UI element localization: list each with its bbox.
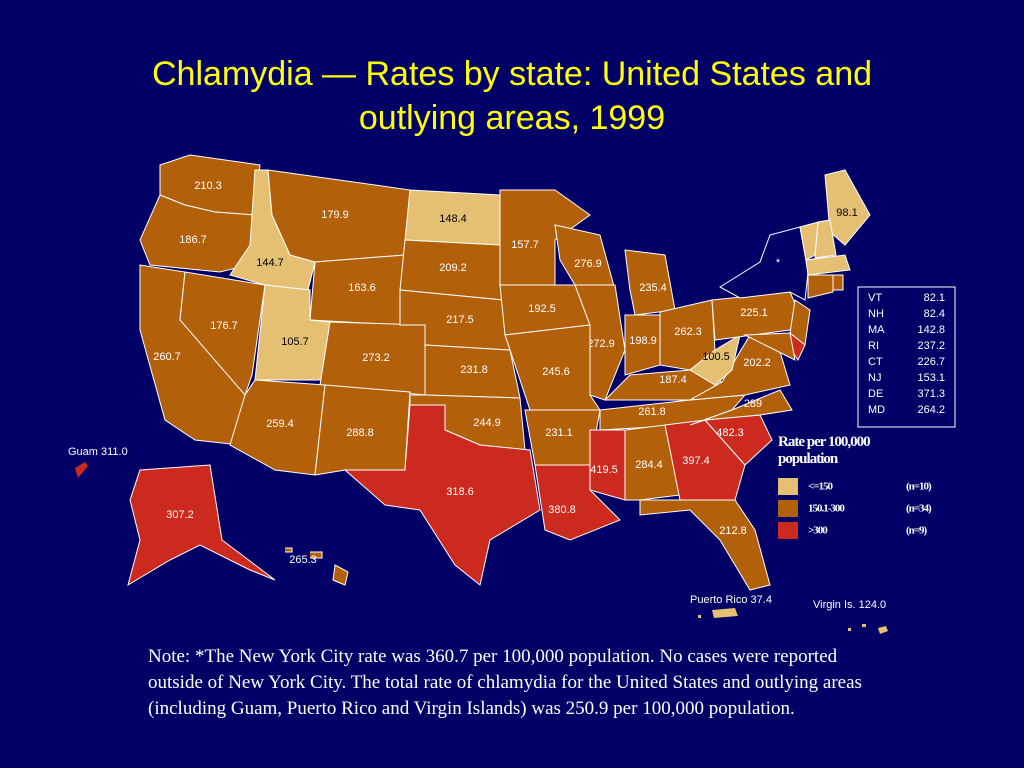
state-value: 419.5 [590, 464, 618, 476]
inset-value: 82.1 [924, 292, 945, 304]
outlying-area [75, 462, 88, 478]
inset-value: 82.4 [924, 308, 945, 320]
state-value: 148.4 [439, 213, 467, 225]
legend-count: (n=10) [906, 481, 932, 493]
state-value: 98.1 [836, 207, 857, 219]
state [127, 464, 276, 587]
state-value: 176.7 [210, 320, 238, 332]
state [743, 332, 796, 361]
state-value: 244.9 [473, 417, 501, 429]
state-value: 157.7 [511, 239, 539, 251]
state-value: 231.8 [460, 364, 488, 376]
state [832, 274, 844, 291]
state-value: 100.5 [702, 351, 730, 363]
inset-value: 264.2 [917, 404, 945, 416]
state [624, 249, 676, 316]
legend-swatch [778, 500, 798, 517]
state [343, 404, 541, 586]
state-value: 259.4 [266, 418, 294, 430]
state [719, 226, 809, 301]
state-value: 105.7 [281, 336, 309, 348]
state-value: * [776, 257, 781, 269]
inset-value: 226.7 [917, 356, 945, 368]
inset-state: CT [868, 356, 883, 368]
inset-box [857, 286, 956, 428]
state-value: 231.1 [545, 427, 573, 439]
state-value: 273.2 [362, 352, 390, 364]
state [285, 547, 349, 586]
state-value: 217.5 [446, 314, 474, 326]
state-value: 245.6 [542, 366, 570, 378]
state-value: 380.8 [548, 504, 576, 516]
legend-count: (n=34) [906, 503, 932, 515]
outlying-label: Guam 311.0 [68, 446, 128, 458]
outlying-area [698, 608, 738, 618]
state-value: 265.3 [289, 554, 317, 566]
state-value: 289 [744, 398, 762, 410]
state-value: 210.3 [194, 180, 222, 192]
inset-state: NJ [868, 372, 881, 384]
inset-state: NH [868, 308, 884, 320]
state-value: 163.6 [348, 282, 376, 294]
inset-value: 371.3 [917, 388, 945, 400]
legend-swatch [778, 478, 798, 495]
state-value: 192.5 [528, 303, 556, 315]
inset-state: MD [868, 404, 885, 416]
inset-state: MA [868, 324, 885, 336]
state-value: 186.7 [179, 234, 207, 246]
state-value: 307.2 [166, 509, 194, 521]
note: Note: *The New York City rate was 360.7 … [148, 646, 862, 719]
state-value: 209.2 [439, 262, 467, 274]
inset-state: RI [868, 340, 879, 352]
state-value: 272.9 [587, 338, 615, 350]
state-value: 284.4 [635, 459, 663, 471]
state-value: 187.4 [659, 374, 687, 386]
state-value: 288.8 [346, 427, 374, 439]
outlying-label: Virgin Is. 124.0 [813, 599, 886, 611]
state-value: 261.8 [638, 406, 666, 418]
state [689, 389, 793, 426]
state [639, 499, 771, 591]
state-value: 318.6 [446, 486, 474, 498]
state [805, 254, 851, 276]
inset-value: 153.1 [917, 372, 945, 384]
inset-value: 237.2 [917, 340, 945, 352]
state-value: 144.7 [256, 257, 284, 269]
state-value: 202.2 [743, 357, 771, 369]
state-value: 262.3 [674, 326, 702, 338]
state-value: 179.9 [321, 209, 349, 221]
state [807, 274, 834, 299]
legend-count: (n=9) [906, 525, 928, 537]
state-value: 212.8 [719, 525, 747, 537]
legend-label: >300 [808, 525, 828, 537]
outlying-area [848, 624, 888, 634]
legend-title: Rate per 100,000 population [778, 434, 871, 467]
legend-label: <=150 [808, 481, 834, 493]
outlying-label: Puerto Rico 37.4 [690, 594, 772, 606]
inset-state: VT [868, 292, 882, 304]
state [179, 271, 266, 396]
title: Chlamydia — Rates by state: United State… [151, 55, 873, 137]
inset-value: 142.8 [917, 324, 945, 336]
state [504, 324, 601, 411]
state-value: 198.9 [629, 335, 657, 347]
state-value: 397.4 [682, 455, 710, 467]
state [814, 219, 837, 259]
state-value: 260.7 [153, 351, 181, 363]
state-value: 235.4 [639, 282, 667, 294]
inset-state: DE [868, 388, 883, 400]
legend-swatch [778, 522, 798, 539]
legend-label: 150.1-300 [808, 503, 845, 515]
state-value: 276.9 [574, 258, 602, 270]
state [689, 333, 741, 386]
state [624, 424, 681, 501]
state-value: 225.1 [740, 307, 768, 319]
state-value: 482.3 [716, 427, 744, 439]
state [664, 419, 746, 501]
